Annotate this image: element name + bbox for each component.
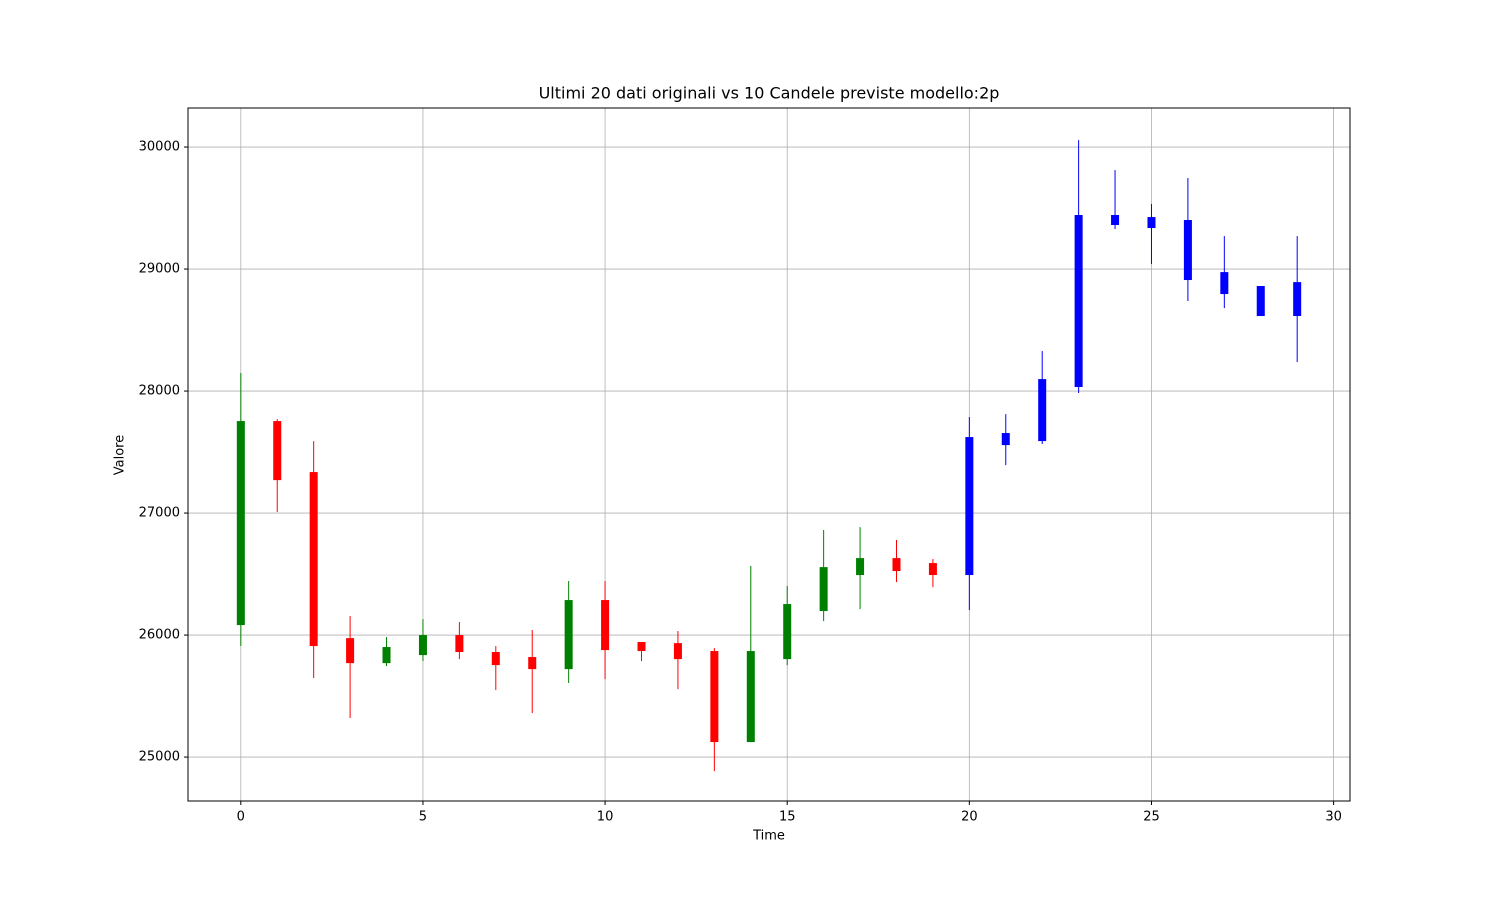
candle-body [1038,379,1047,442]
candle-body [1220,272,1229,295]
candle-body [1001,433,1010,446]
y-tick-label: 30000 [139,140,180,155]
candle-body [856,558,865,576]
candle-body [382,647,391,664]
y-tick-label: 27000 [139,506,180,521]
candle-body [965,437,974,576]
candle-body [309,472,318,647]
candle-body [455,635,464,653]
candle-body [892,558,901,572]
candle-body [1074,215,1083,388]
plot-frame [187,107,1351,802]
candle-body [491,652,500,666]
candle-body [928,563,937,576]
candle-body [1183,220,1192,281]
x-axis-label: Time [752,829,785,844]
candle-body [783,604,792,660]
candle-body [746,651,755,743]
x-tick-label: 15 [779,810,796,825]
y-tick-label: 29000 [139,262,180,277]
candle-body [637,642,646,652]
y-tick-label: 26000 [139,628,180,643]
candle-body [346,638,355,664]
x-tick-label: 5 [419,810,427,825]
candle-body [1111,215,1120,226]
candle-body [236,421,245,626]
y-axis-label: Valore [113,435,128,475]
x-tick-label: 25 [1143,810,1160,825]
candle-body [1293,282,1302,317]
x-tick-label: 0 [237,810,245,825]
candle-body [273,421,282,481]
candle-body [564,600,573,670]
candle-body [1256,286,1265,317]
x-tick-label: 10 [597,810,614,825]
x-tick-label: 30 [1325,810,1342,825]
chart-title: Ultimi 20 dati originali vs 10 Candele p… [539,84,1000,103]
candle-body [819,567,828,612]
candle-body [528,657,537,670]
candle-body [601,600,610,651]
x-tick-label: 20 [961,810,978,825]
candle-body [418,635,427,656]
y-tick-label: 25000 [139,750,180,765]
candle-body [673,643,682,660]
y-tick-label: 28000 [139,384,180,399]
candle-body [710,651,719,743]
candle-body [1147,217,1156,229]
